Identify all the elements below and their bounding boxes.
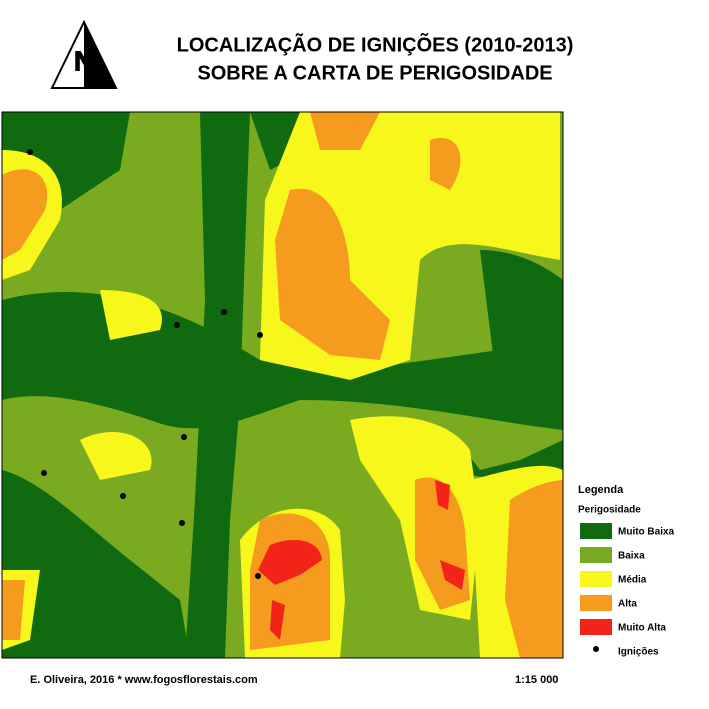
legend-swatch (580, 571, 612, 587)
scale: 1:15 000 (515, 674, 558, 686)
legend-swatch (580, 595, 612, 611)
hazard-zone (185, 112, 250, 658)
hazard-zone (275, 188, 390, 360)
map-frame (1, 111, 564, 659)
hazard-zone (250, 513, 330, 650)
legend-swatch (580, 547, 612, 563)
map-title: LOCALIZAÇÃO DE IGNIÇÕES (2010-2013) (177, 32, 574, 56)
legend-label: Média (618, 575, 647, 586)
hazard-zone (80, 431, 152, 480)
hazard-zone (480, 250, 563, 420)
hazard-zone (435, 480, 450, 510)
hazard-zone (430, 138, 461, 190)
hazard-zone (2, 169, 48, 260)
hazard-zone (258, 540, 322, 585)
hazard-map (2, 112, 563, 658)
legend-swatch (580, 619, 612, 635)
hazard-zone (2, 580, 25, 640)
ignition-points (27, 149, 263, 579)
legend-subtitle: Perigosidade (578, 505, 641, 516)
legend-label: Muito Alta (618, 623, 666, 634)
hazard-zone (2, 470, 190, 658)
map-title: SOBRE A CARTA DE PERIGOSIDADE (197, 62, 552, 84)
legend-title: Legenda (578, 484, 624, 496)
hazard-zone (100, 290, 162, 340)
legend-point-symbol (593, 646, 599, 652)
north-arrow: N (50, 19, 118, 89)
legend-label: Alta (618, 599, 637, 610)
legend: Legenda Perigosidade Ignições Muito Baix… (578, 484, 675, 658)
hazard-zone (310, 112, 380, 150)
legend-label: Baixa (618, 551, 645, 562)
credit: E. Oliveira, 2016 * www.fogosflorestais.… (30, 674, 258, 686)
hazard-zone (270, 600, 285, 640)
legend-swatch (580, 523, 612, 539)
legend-label: Ignições (618, 647, 659, 658)
hazard-zone (505, 480, 563, 658)
svg-text:N: N (74, 45, 94, 76)
legend-label: Muito Baixa (618, 527, 675, 538)
hazard-zone (440, 560, 465, 590)
